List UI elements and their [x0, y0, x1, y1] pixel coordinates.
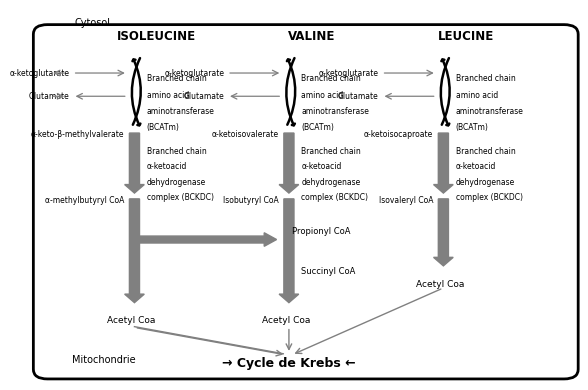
Text: α-ketoglutarate: α-ketoglutarate: [164, 69, 225, 78]
Text: α-ketoisovalerate: α-ketoisovalerate: [212, 131, 279, 140]
FancyArrow shape: [135, 233, 276, 246]
Text: α-ketoglutarate: α-ketoglutarate: [10, 69, 70, 78]
Text: LEUCINE: LEUCINE: [437, 30, 494, 43]
FancyArrow shape: [433, 199, 453, 266]
Text: α-methylbutyryl CoA: α-methylbutyryl CoA: [45, 196, 124, 205]
Text: (BCATm): (BCATm): [456, 123, 489, 132]
Text: (BCATm): (BCATm): [301, 123, 334, 132]
FancyArrow shape: [125, 199, 144, 303]
Text: VALINE: VALINE: [288, 30, 335, 43]
Text: α-ketoacid: α-ketoacid: [456, 162, 496, 172]
Text: α-ketoglutarate: α-ketoglutarate: [319, 69, 379, 78]
Text: Isovaleryl CoA: Isovaleryl CoA: [379, 196, 433, 205]
Text: Glutamate: Glutamate: [183, 92, 225, 101]
FancyBboxPatch shape: [34, 25, 578, 379]
Text: α-ketoacid: α-ketoacid: [147, 162, 187, 172]
Text: Branched chain: Branched chain: [301, 147, 361, 156]
Text: Acetyl Coa: Acetyl Coa: [416, 280, 465, 289]
FancyArrow shape: [125, 133, 144, 193]
Text: Cytosol: Cytosol: [74, 18, 111, 28]
Text: amino acid: amino acid: [456, 90, 498, 99]
Text: aminotransferase: aminotransferase: [301, 107, 369, 116]
Text: dehydrogenase: dehydrogenase: [147, 178, 206, 187]
Text: Branched chain: Branched chain: [147, 74, 206, 83]
FancyArrow shape: [279, 199, 299, 303]
Text: Branched chain: Branched chain: [456, 147, 516, 156]
Text: complex (BCKDC): complex (BCKDC): [147, 193, 214, 202]
Text: Acetyl Coa: Acetyl Coa: [108, 316, 156, 325]
Text: Branched chain: Branched chain: [301, 74, 361, 83]
Text: ISOLEUCINE: ISOLEUCINE: [118, 30, 196, 43]
Text: dehydrogenase: dehydrogenase: [456, 178, 515, 187]
Text: amino acid: amino acid: [147, 90, 189, 99]
Text: Acetyl Coa: Acetyl Coa: [262, 316, 310, 325]
Text: Mitochondrie: Mitochondrie: [72, 355, 135, 365]
Text: (BCATm): (BCATm): [147, 123, 180, 132]
FancyArrow shape: [433, 133, 453, 193]
FancyArrow shape: [279, 133, 299, 193]
Text: Branched chain: Branched chain: [456, 74, 516, 83]
Text: aminotransferase: aminotransferase: [147, 107, 215, 116]
Text: Propionyl CoA: Propionyl CoA: [292, 227, 350, 236]
Text: α-ketoacid: α-ketoacid: [301, 162, 342, 172]
Text: → Cycle de Krebs ←: → Cycle de Krebs ←: [222, 357, 356, 370]
Text: Isobutyryl CoA: Isobutyryl CoA: [223, 196, 279, 205]
Text: Glutamate: Glutamate: [29, 92, 70, 101]
Text: Branched chain: Branched chain: [147, 147, 206, 156]
Text: Succinyl CoA: Succinyl CoA: [301, 267, 356, 276]
Text: Glutamate: Glutamate: [338, 92, 379, 101]
Text: aminotransferase: aminotransferase: [456, 107, 524, 116]
Text: α-ketoisocaproate: α-ketoisocaproate: [364, 131, 433, 140]
Text: amino acid: amino acid: [301, 90, 343, 99]
Text: dehydrogenase: dehydrogenase: [301, 178, 360, 187]
Text: complex (BCKDC): complex (BCKDC): [301, 193, 368, 202]
Text: complex (BCKDC): complex (BCKDC): [456, 193, 523, 202]
Text: α-keto-β-methylvalerate: α-keto-β-methylvalerate: [31, 131, 124, 140]
